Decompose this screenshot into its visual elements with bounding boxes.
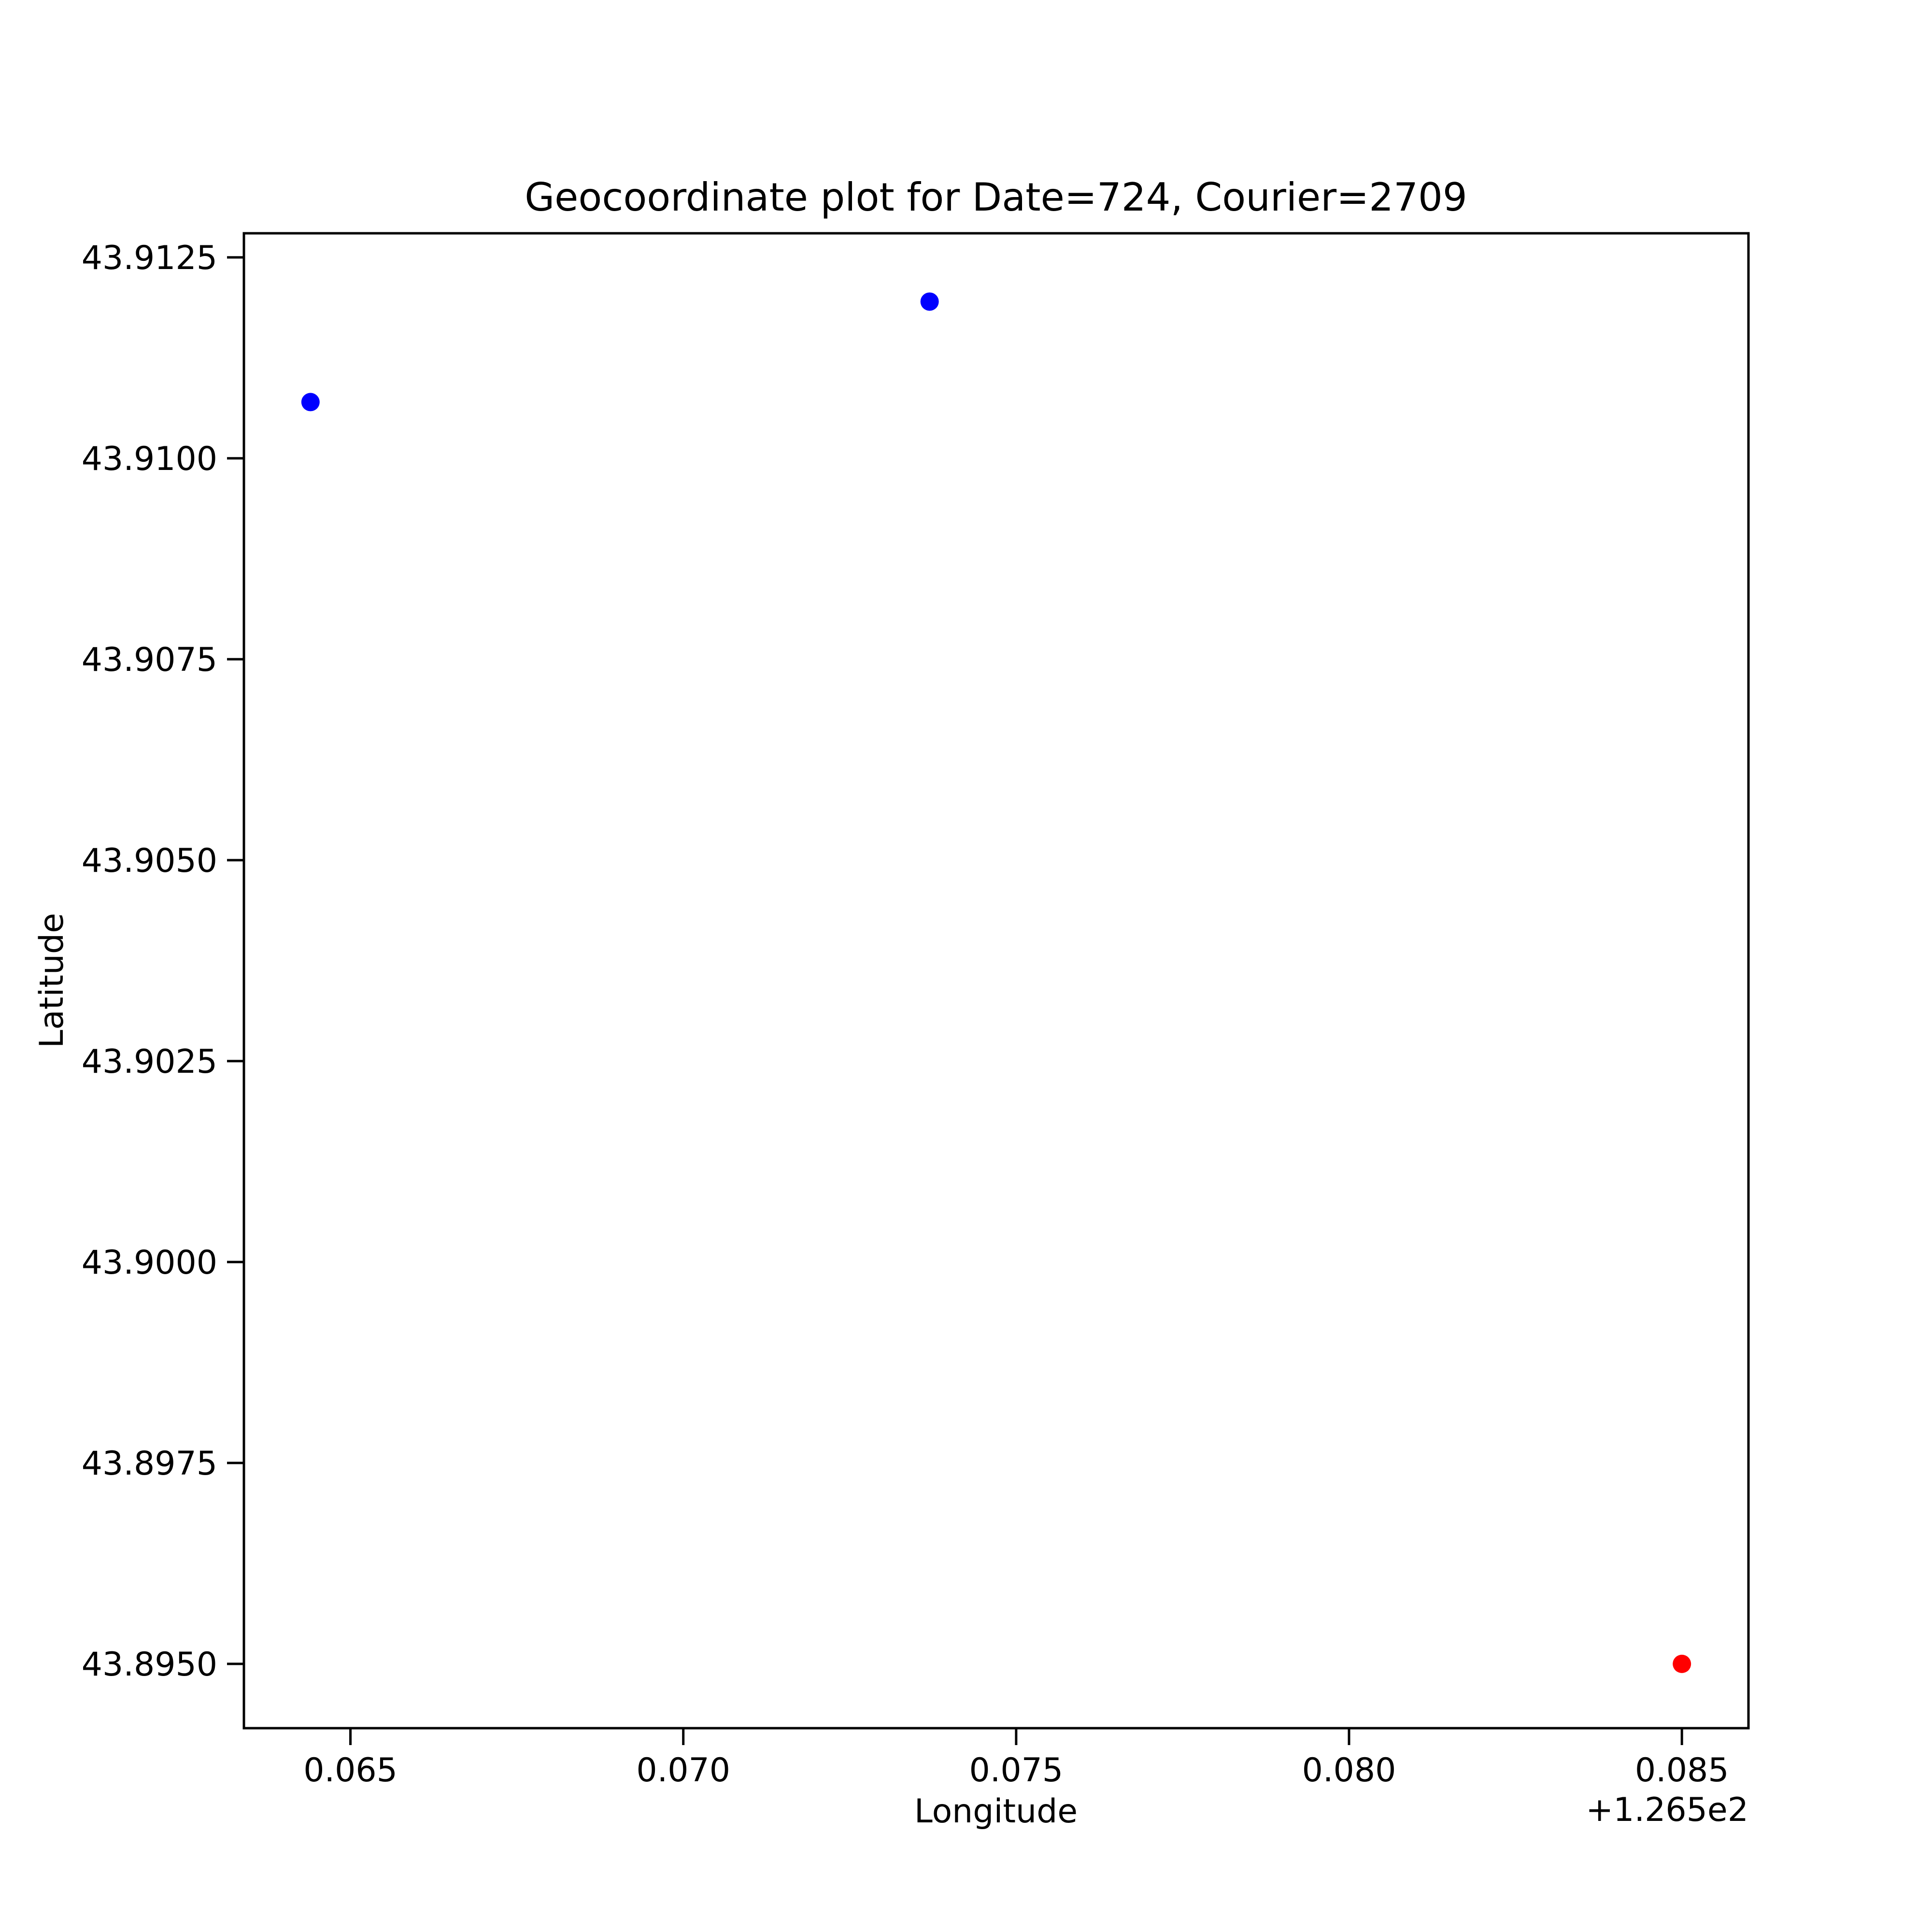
- x-tick-label: 0.080: [1302, 1751, 1396, 1790]
- y-tick-label: 43.8950: [82, 1646, 217, 1684]
- x-axis: 0.065 0.070 0.075 0.080 0.085: [303, 1728, 1729, 1790]
- x-tick-label: 0.065: [303, 1751, 398, 1790]
- data-point: [1673, 1654, 1691, 1673]
- y-tick-label: 43.9025: [82, 1043, 217, 1081]
- x-tick-label: 0.085: [1635, 1751, 1729, 1790]
- data-point: [920, 292, 939, 311]
- x-axis-offset-label: +1.265e2: [1586, 1791, 1748, 1829]
- y-tick-label: 43.9075: [82, 641, 217, 679]
- x-tick-label: 0.070: [636, 1751, 730, 1790]
- x-axis-label: Longitude: [914, 1792, 1078, 1831]
- chart-title: Geocoordinate plot for Date=724, Courier…: [525, 175, 1467, 220]
- y-tick-label: 43.9050: [82, 842, 217, 880]
- y-axis-label: Latitude: [33, 913, 71, 1048]
- y-tick-label: 43.8975: [82, 1445, 217, 1483]
- plot-frame: [242, 232, 1750, 1730]
- data-point: [301, 393, 320, 412]
- y-tick-label: 43.9125: [82, 239, 217, 277]
- y-axis: 43.8950 43.8975 43.9000 43.9025 43.9050 43.90…: [82, 239, 244, 1684]
- y-tick-label: 43.9100: [82, 440, 217, 478]
- data-points: [301, 292, 1691, 1673]
- x-tick-label: 0.075: [969, 1751, 1064, 1790]
- y-tick-label: 43.9000: [82, 1244, 217, 1282]
